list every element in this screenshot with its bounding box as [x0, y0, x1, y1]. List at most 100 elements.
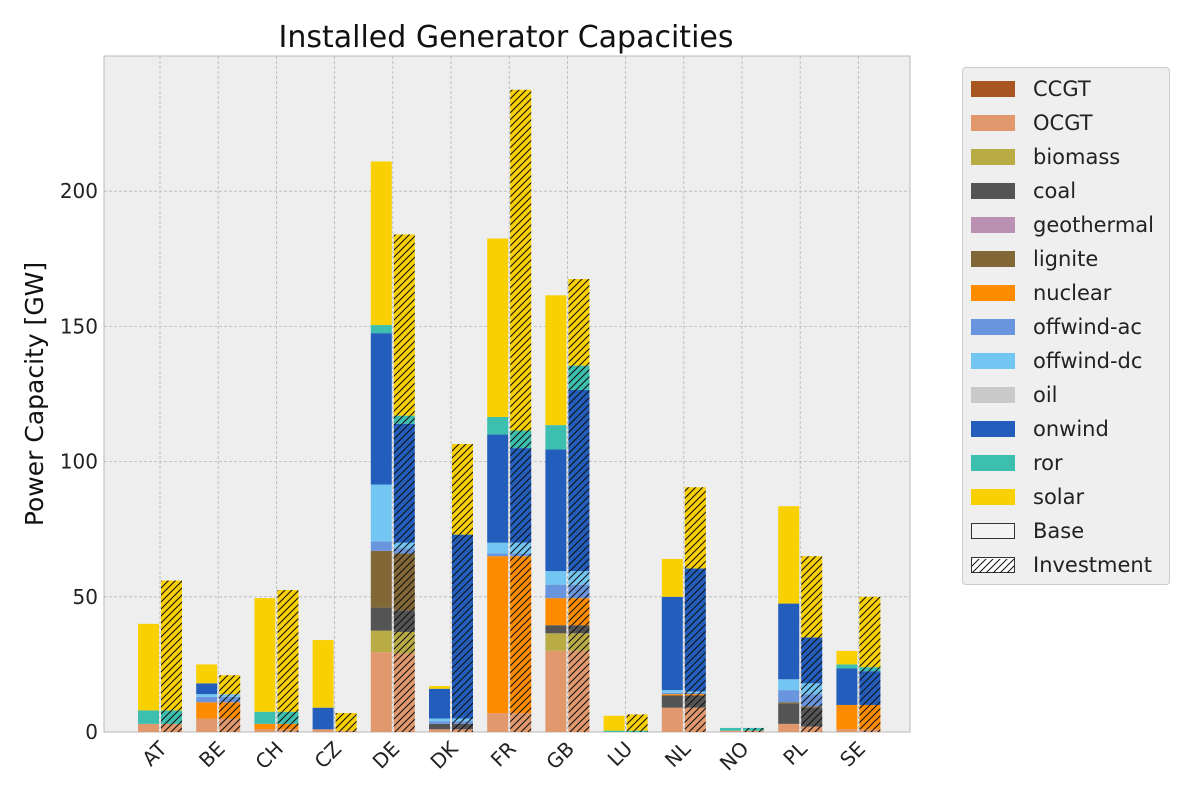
bar-hatch-OCGT-NO	[743, 730, 764, 732]
legend-swatch	[971, 489, 1015, 505]
bar-segment-coal-GB-base	[545, 625, 567, 634]
bar-hatch-ror-CH	[277, 711, 299, 724]
bar-segment-solar-SE-base	[836, 650, 858, 665]
legend-swatch	[971, 217, 1015, 233]
legend-swatch	[971, 115, 1015, 131]
bar-segment-biomass-GB-base	[545, 633, 567, 651]
bar-hatch-solar-SE	[859, 596, 881, 668]
bar-hatch-solar-DE	[393, 234, 415, 416]
bar-segment-solar-CH-base	[254, 598, 276, 712]
bar-segment-ror-SE-base	[836, 664, 858, 669]
bar-segment-offwind-dc-PL-base	[778, 679, 800, 691]
bar-segment-onwind-CZ-base	[312, 707, 334, 730]
bar-segment-lignite-DE-base	[370, 550, 392, 608]
legend-item-offwind-ac: offwind-ac	[971, 310, 1142, 344]
y-tick-label: 200	[60, 179, 98, 203]
bar-hatch-offwind-dc-PL	[801, 683, 823, 695]
bar-hatch-offwind-dc-DE	[393, 542, 415, 549]
bar-segment-solar-CZ-base	[312, 640, 334, 708]
bar-hatch-ror-LU	[626, 730, 648, 732]
legend-swatch	[971, 319, 1015, 335]
bar-hatch-coal-GB	[568, 625, 590, 634]
legend-swatch	[971, 183, 1015, 199]
bar-segment-coal-DE-base	[370, 607, 392, 631]
x-tick-label: CZ	[310, 737, 347, 774]
bar-segment-solar-AT-base	[138, 623, 159, 711]
bar-hatch-solar-CH	[277, 590, 299, 712]
bar-hatch-lignite-PL	[801, 706, 823, 708]
bar-segment-OCGT-PL-base	[778, 723, 800, 732]
bar-hatch-ror-GB	[568, 365, 590, 390]
bar-segment-offwind-ac-BE-base	[196, 696, 218, 703]
bar-hatch-nuclear-SE	[859, 704, 881, 730]
bar-hatch-coal-PL	[801, 707, 823, 727]
bar-hatch-coal-NL	[684, 695, 706, 708]
legend-item-solar: solar	[971, 480, 1084, 514]
bar-hatch-onwind-GB	[568, 389, 590, 572]
bar-segment-biomass-DE-base	[370, 630, 392, 653]
legend-swatch	[971, 523, 1015, 539]
bar-segment-onwind-BE-base	[196, 683, 218, 695]
legend-label: biomass	[1033, 145, 1121, 169]
bar-hatch-solar-FR	[510, 89, 532, 431]
x-tick-label: PL	[778, 736, 812, 770]
bar-hatch-solar-AT	[161, 580, 182, 711]
bar-segment-solar-FR-base	[487, 238, 509, 417]
bar-hatch-solar-LU	[626, 714, 648, 731]
bar-segment-onwind-NL-base	[661, 596, 683, 691]
x-tick-label: BE	[194, 737, 230, 773]
bar-segment-OCGT-DK-base	[429, 729, 450, 732]
bar-hatch-solar-DK	[452, 444, 473, 535]
bar-hatch-offwind-ac-DK	[452, 721, 473, 724]
bar-segment-offwind-dc-BE-base	[196, 694, 218, 697]
legend-label: CCGT	[1033, 77, 1091, 101]
bar-segment-nuclear-BE-base	[196, 702, 218, 719]
x-tick-label: CH	[250, 737, 287, 774]
x-tick-label: SE	[835, 737, 870, 772]
legend-swatch	[971, 251, 1015, 267]
x-tick-label: AT	[137, 736, 172, 771]
legend-label: Investment	[1033, 553, 1152, 577]
legend-item-ror: ror	[971, 446, 1063, 480]
legend-label: solar	[1033, 485, 1085, 509]
bar-segment-coal-DK-base	[429, 723, 450, 730]
bar-hatch-offwind-dc-BE	[219, 694, 241, 697]
legend-label: offwind-dc	[1033, 349, 1143, 373]
bar-segment-ror-GB-base	[545, 425, 567, 450]
bar-hatch-OCGT-CZ	[335, 730, 357, 732]
bar-hatch-biomass-DE	[393, 631, 415, 654]
bar-hatch-ror-NO	[743, 727, 764, 731]
bar-hatch-OCGT-SE	[859, 729, 881, 732]
bar-segment-offwind-dc-FR-base	[487, 542, 509, 554]
bar-segment-OCGT-NL-base	[661, 707, 683, 732]
bar-segment-onwind-PL-base	[778, 603, 800, 680]
bar-segment-offwind-ac-NL-base	[661, 692, 683, 695]
bar-segment-onwind-GB-base	[545, 449, 567, 572]
legend-label: ror	[1033, 451, 1063, 475]
legend-swatch	[971, 81, 1015, 97]
legend-item-onwind: onwind	[971, 412, 1109, 446]
bar-segment-offwind-dc-GB-base	[545, 571, 567, 585]
legend-label: geothermal	[1033, 213, 1154, 237]
bar-hatch-nuclear-BE	[219, 702, 241, 719]
bar-hatch-ror-AT	[161, 710, 182, 724]
legend-label: OCGT	[1033, 111, 1093, 135]
bar-hatch-OCGT-CH	[277, 729, 299, 732]
bar-segment-ror-LU-base	[603, 730, 625, 732]
bar-segment-nuclear-GB-base	[545, 598, 567, 626]
bar-segment-solar-DK-base	[429, 686, 450, 689]
legend-label: nuclear	[1033, 281, 1112, 305]
legend-item-ccgt: CCGT	[971, 72, 1091, 106]
bar-segment-solar-DE-base	[370, 161, 392, 326]
bar-segment-ror-FR-base	[487, 416, 509, 435]
legend-swatch	[971, 353, 1015, 369]
x-tick-label: DE	[368, 737, 405, 774]
y-axis-label: Power Capacity [GW]	[20, 262, 49, 526]
bar-hatch-nuclear-GB	[568, 598, 590, 626]
legend-label: coal	[1033, 179, 1077, 203]
bar-hatch-OCGT-PL	[801, 726, 823, 732]
legend-swatch	[971, 285, 1015, 301]
x-tick-label: NL	[660, 736, 696, 772]
bar-segment-offwind-ac-FR-base	[487, 553, 509, 557]
bar-hatch-offwind-ac-BE	[219, 696, 241, 703]
